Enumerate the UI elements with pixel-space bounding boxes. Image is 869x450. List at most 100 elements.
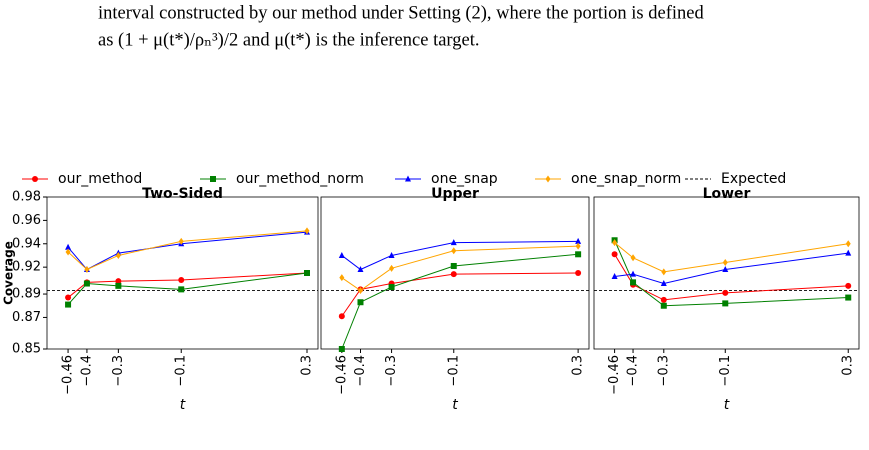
caption-line: interval constructed by our method under… (98, 3, 704, 23)
marker (357, 287, 363, 295)
marker (338, 251, 345, 258)
marker (65, 294, 72, 301)
plot-frame (320, 196, 590, 350)
x-tick-label: −0.3 (384, 355, 399, 387)
series-line (614, 242, 849, 273)
x-tick-label: −0.1 (446, 355, 461, 387)
series-line (67, 231, 308, 271)
x-tick-label: −0.4 (79, 355, 94, 387)
legend-label: one_snap (431, 171, 498, 187)
marker (65, 243, 72, 250)
legend-label: Expected (721, 171, 786, 187)
panel-title: Lower (703, 186, 751, 202)
marker (65, 301, 72, 308)
series-line (341, 272, 579, 317)
x-tick-label: −0.46 (334, 355, 349, 395)
marker (611, 273, 618, 280)
x-axis-label: t (724, 397, 730, 413)
legend-label: our_method (58, 171, 142, 187)
x-axis-label: t (180, 397, 186, 413)
x-tick-label: −0.3 (656, 355, 671, 387)
y-axis-label: Coverage (2, 241, 16, 305)
series-line (614, 252, 849, 285)
legend-label: our_method_norm (236, 171, 364, 187)
marker (722, 258, 728, 266)
marker (83, 280, 90, 287)
legend-label: one_snap_norm (571, 171, 681, 187)
x-tick-label: −0.4 (626, 355, 641, 387)
marker (450, 239, 457, 246)
panel-title: Upper (431, 186, 479, 202)
marker (339, 274, 345, 282)
y-tick-label: 0.94 (12, 236, 41, 251)
marker (405, 175, 411, 182)
marker (450, 262, 457, 269)
marker (450, 271, 457, 278)
marker (338, 313, 345, 320)
x-tick-label: −0.4 (353, 355, 368, 387)
marker (630, 279, 637, 286)
y-tick-label: 0.89 (12, 287, 41, 302)
marker (65, 248, 71, 256)
series-line (67, 230, 308, 271)
marker (845, 294, 852, 301)
series-line (341, 245, 579, 292)
x-tick-label: −0.1 (718, 355, 733, 387)
plot-frame (593, 196, 860, 350)
marker (388, 251, 395, 258)
marker (845, 249, 852, 256)
marker (115, 282, 122, 289)
marker (630, 270, 637, 277)
marker (660, 280, 667, 287)
marker (303, 270, 310, 276)
y-tick-label: 0.92 (12, 260, 41, 275)
marker (545, 175, 551, 183)
marker (630, 254, 636, 262)
marker (210, 176, 216, 182)
series-line (67, 272, 308, 305)
x-tick-label: 0.3 (299, 355, 314, 376)
marker (389, 264, 395, 272)
marker (178, 286, 185, 293)
x-tick-label: −0.3 (111, 355, 126, 387)
marker (84, 265, 90, 273)
marker (845, 282, 852, 289)
marker (304, 227, 310, 235)
marker (575, 251, 582, 258)
y-tick-label: 0.96 (12, 213, 41, 228)
x-tick-label: −0.46 (607, 355, 622, 395)
panel-title: Two-Sided (142, 186, 223, 202)
x-tick-label: −0.1 (174, 355, 189, 387)
caption-line: as (1 + μ(t*)/ρₙ³)/2 and μ(t*) is the in… (98, 30, 479, 50)
series-line (614, 240, 849, 307)
marker (722, 300, 729, 307)
plot-frame (46, 196, 319, 350)
marker (575, 242, 581, 250)
marker (845, 240, 851, 248)
marker (451, 247, 457, 255)
marker (357, 299, 364, 306)
marker (660, 296, 667, 303)
marker (575, 237, 582, 244)
marker (115, 251, 121, 259)
marker (660, 302, 667, 309)
x-axis-label: t (452, 397, 458, 413)
y-tick-label: 0.98 (12, 190, 41, 205)
series-line (341, 253, 579, 350)
y-tick-label: 0.87 (12, 310, 41, 325)
marker (338, 346, 345, 352)
x-tick-label: 0.3 (841, 355, 856, 376)
marker (575, 270, 582, 276)
marker (661, 268, 667, 276)
y-tick-label: 0.85 (12, 342, 41, 357)
marker (178, 277, 185, 284)
marker (388, 284, 395, 291)
marker (722, 265, 729, 272)
x-tick-label: 0.3 (571, 355, 586, 376)
marker (612, 239, 618, 247)
marker (178, 237, 184, 245)
x-tick-label: −0.46 (61, 355, 76, 395)
marker (611, 251, 618, 258)
marker (722, 289, 729, 296)
